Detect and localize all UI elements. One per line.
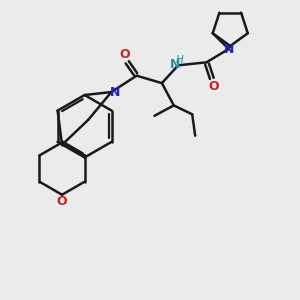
Text: O: O — [208, 80, 219, 93]
Text: N: N — [110, 85, 120, 98]
Text: N: N — [224, 43, 234, 56]
Text: N: N — [170, 58, 181, 71]
Text: O: O — [119, 48, 130, 61]
Text: O: O — [57, 195, 68, 208]
Text: H: H — [176, 55, 184, 65]
